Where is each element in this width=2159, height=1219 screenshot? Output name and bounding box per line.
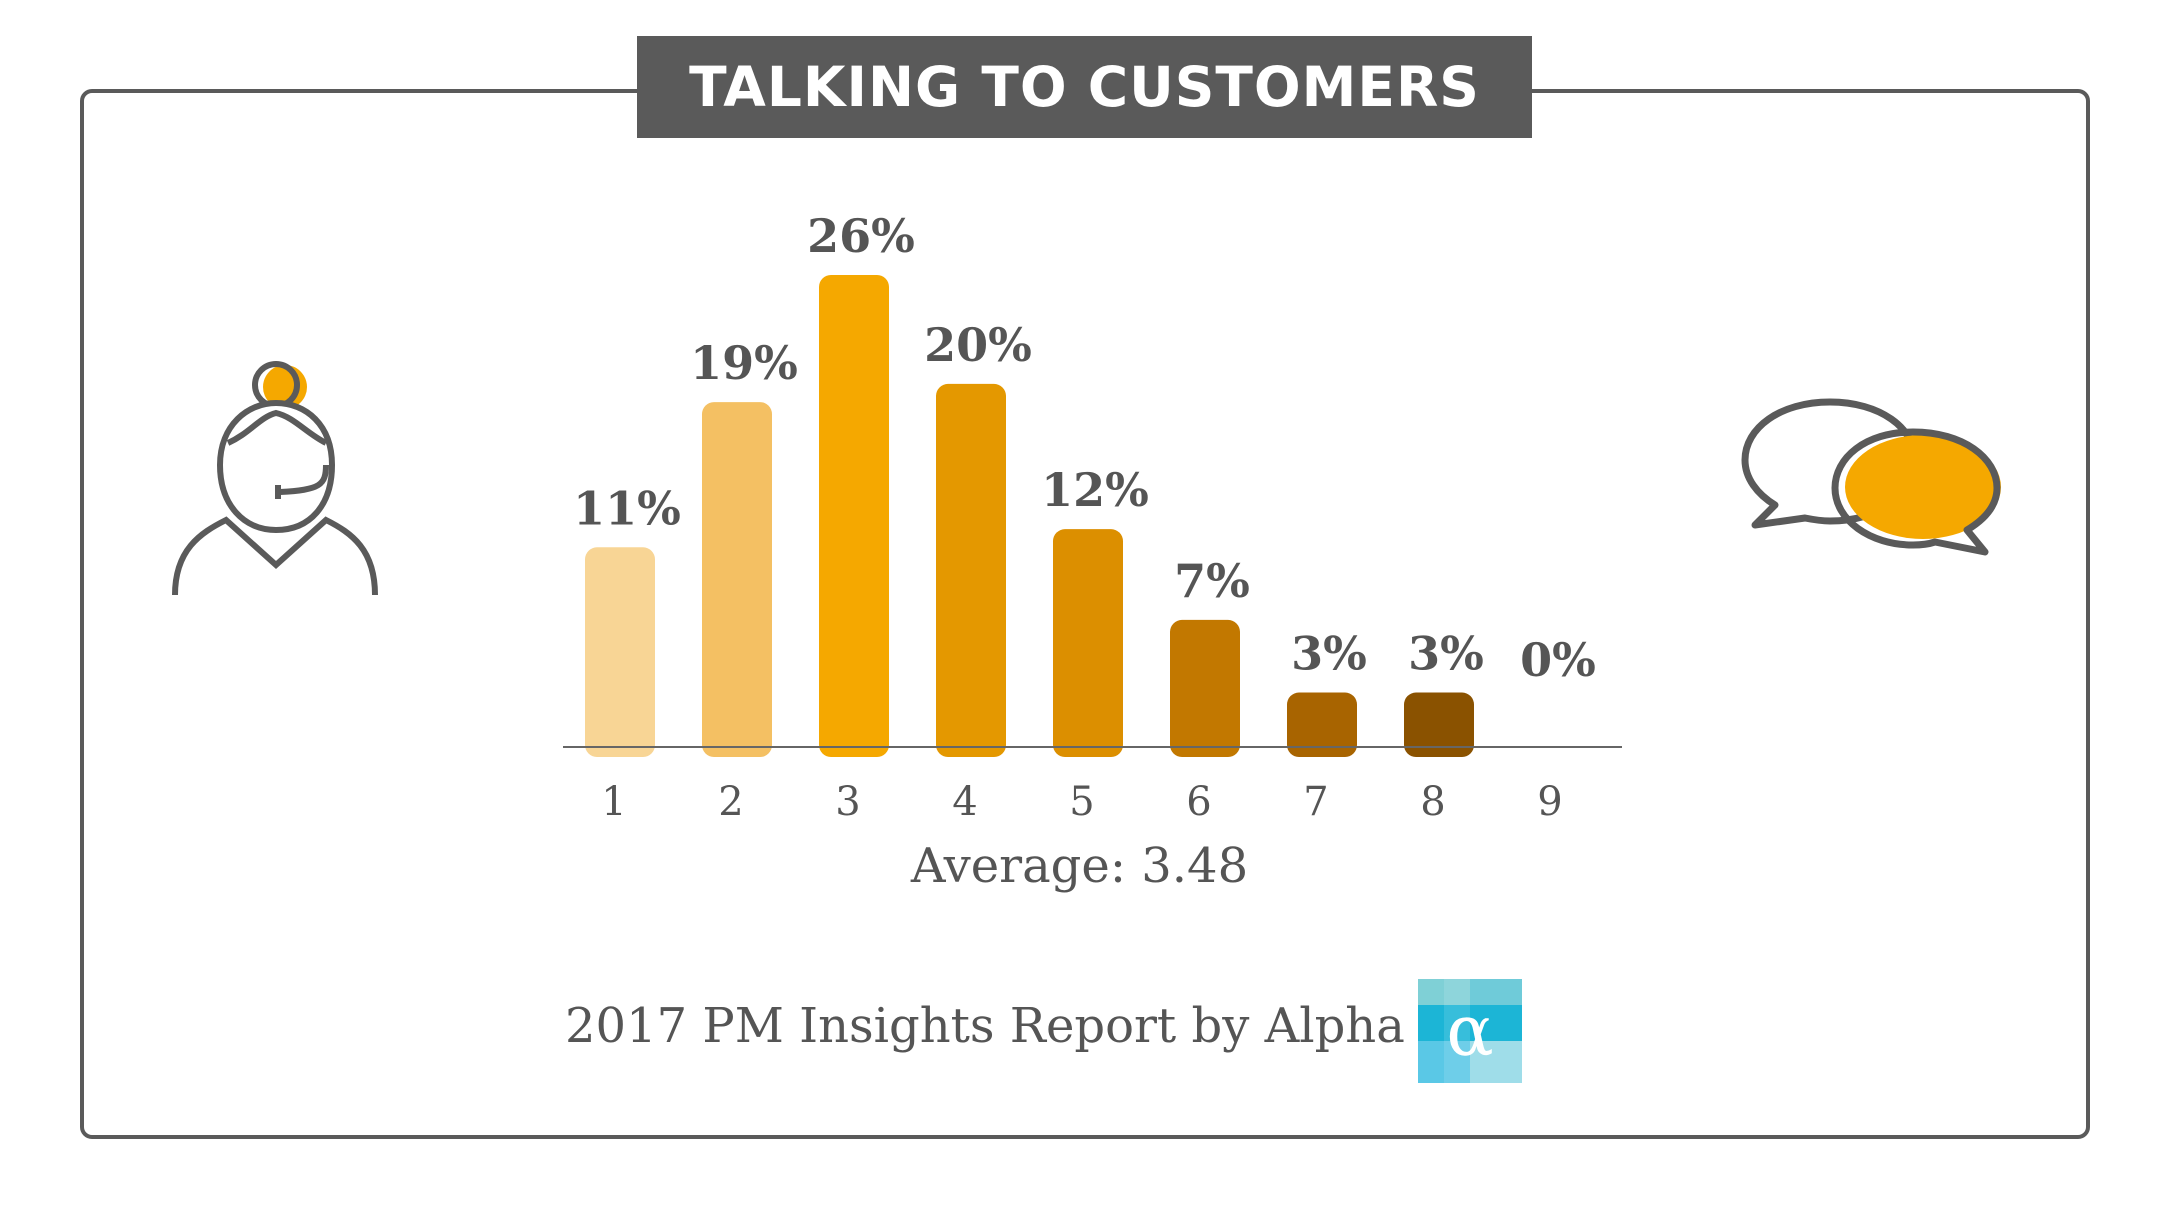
x-tick-label-5: 5 bbox=[1069, 779, 1094, 825]
value-label-5: 12% bbox=[1041, 463, 1149, 517]
x-tick-label-1: 1 bbox=[601, 779, 626, 825]
value-label-4: 20% bbox=[924, 318, 1032, 372]
bar-7 bbox=[1287, 692, 1357, 757]
alpha-glyph: α bbox=[1446, 990, 1493, 1072]
x-tick-label-7: 7 bbox=[1303, 779, 1328, 825]
value-label-1: 11% bbox=[573, 481, 681, 535]
x-tick-label-6: 6 bbox=[1186, 779, 1211, 825]
value-label-2: 19% bbox=[690, 336, 798, 390]
x-tick-label-9: 9 bbox=[1537, 779, 1562, 825]
bar-4 bbox=[936, 383, 1006, 757]
x-tick-label-2: 2 bbox=[718, 779, 743, 825]
source-text: 2017 PM Insights Report by Alpha bbox=[565, 998, 1405, 1054]
title-banner: TALKING TO CUSTOMERS bbox=[637, 36, 1532, 138]
value-label-8: 3% bbox=[1408, 627, 1484, 681]
bar-6 bbox=[1170, 619, 1240, 757]
value-label-9: 0% bbox=[1520, 633, 1596, 687]
customer-support-agent-icon bbox=[172, 361, 378, 596]
page-title: TALKING TO CUSTOMERS bbox=[689, 55, 1480, 119]
speech-bubbles-icon bbox=[1741, 398, 2001, 556]
value-label-6: 7% bbox=[1174, 554, 1250, 608]
average-label: Average: 3.48 bbox=[910, 838, 1249, 894]
value-label-3: 26% bbox=[807, 209, 915, 263]
x-tick-label-8: 8 bbox=[1420, 779, 1445, 825]
value-label-7: 3% bbox=[1291, 627, 1367, 681]
bar-1 bbox=[585, 547, 655, 757]
bar-chart: 11% 1 19% 2 26% 3 20% 4 12% 5 7% 6 3% 7 3% 8 0% 9 bbox=[563, 209, 1622, 825]
alpha-logo: α bbox=[1418, 979, 1522, 1083]
bar-5 bbox=[1053, 529, 1123, 757]
bar-3 bbox=[819, 275, 889, 757]
bar-8 bbox=[1404, 692, 1474, 757]
bar-2 bbox=[702, 402, 772, 757]
x-tick-label-3: 3 bbox=[835, 779, 860, 825]
x-tick-label-4: 4 bbox=[952, 779, 977, 825]
